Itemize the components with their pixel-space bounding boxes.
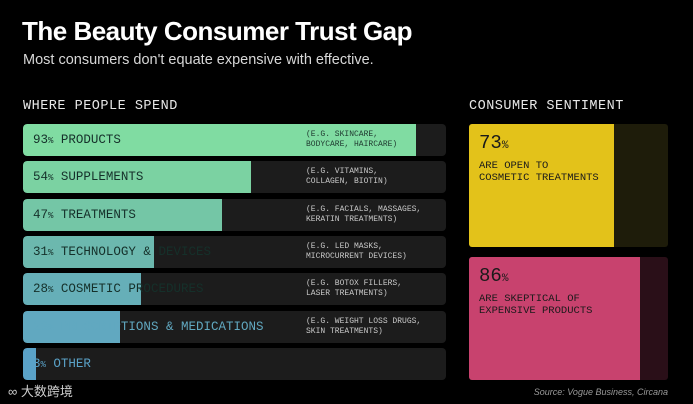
sentiment-section-title: CONSUMER SENTIMENT — [469, 99, 624, 114]
bar-fill — [23, 124, 417, 156]
percent-sign: % — [48, 173, 54, 184]
page-title: The Beauty Consumer Trust Gap — [22, 16, 413, 46]
percent-sign: % — [48, 210, 54, 221]
bar-label: 31% TECHNOLOGY & DEVICES — [33, 245, 211, 260]
bar-label: 54% SUPPLEMENTS — [33, 170, 143, 185]
bar-label: 23% PRESCRIPTIONS & MEDICATIONS — [33, 320, 263, 335]
bar-fill — [23, 198, 222, 231]
bar-row: 54% SUPPLEMENTS (E.G. VITAMINS, COLLAGEN, … — [23, 161, 446, 194]
sentiment-text: ARE OPEN TO COSMETIC TREATMENTS — [479, 160, 599, 184]
bar-value: 54 — [33, 170, 49, 185]
bar-category: TECHNOLOGY & DEVICES — [53, 244, 211, 259]
sentiment-text: ARE SKEPTICAL OF EXPENSIVE PRODUCTS — [479, 293, 593, 317]
bar-category: SUPPLEMENTS — [53, 170, 144, 185]
percent-sign: % — [48, 247, 54, 258]
source-note: Source: Vogue Business, Circana — [533, 387, 668, 397]
bar-value: 3 — [33, 356, 41, 371]
bar-row: 47% TREATMENTS (E.G. FACIALS, MASSAGES, KE… — [23, 198, 446, 231]
percent-sign: % — [40, 359, 46, 370]
bar-category: PRODUCTS — [53, 133, 121, 147]
bar-label: 28% COSMETIC PROCEDURES — [33, 282, 203, 297]
sentiment-card: 73% ARE OPEN TO COSMETIC TREATMENTS — [469, 124, 668, 247]
percent-sign: % — [48, 322, 54, 333]
bar-label: 3% OTHER — [33, 357, 91, 372]
bar-fill — [23, 235, 155, 268]
spend-section-title: WHERE PEOPLE SPEND — [23, 99, 178, 114]
bar-category: OTHER — [45, 356, 91, 371]
bar-fill — [23, 273, 142, 306]
bar-row: 28% COSMETIC PROCEDURES (E.G. BOTOX FILLE… — [23, 273, 446, 306]
bar-example: (E.G. SKINCARE, BODYCARE, HAIRCARE) — [306, 130, 398, 149]
sentiment-value: 73% — [479, 132, 509, 154]
watermark-logo: ∞ 大数跨境 — [8, 384, 73, 399]
sentiment-value: 86% — [479, 265, 509, 287]
bar-example: (E.G. FACIALS, MASSAGES, KERATIN TREATMEN… — [306, 204, 422, 224]
bar-example: (E.G. VITAMINS, COLLAGEN, BIOTIN) — [306, 167, 388, 187]
bar-label: 47% TREATMENTS — [33, 208, 136, 223]
bar-label: 93% PRODUCTS — [33, 133, 121, 148]
bar-value: 28 — [33, 282, 49, 297]
percent-sign: % — [48, 285, 54, 296]
bar-fill — [23, 310, 121, 343]
page-subtitle: Most consumers don't equate expensive wi… — [23, 52, 374, 68]
bar-fill — [23, 347, 36, 380]
bar-example: (E.G. LED MASKS, MICROCURRENT DEVICES) — [306, 241, 407, 261]
sentiment-fill — [469, 257, 641, 380]
bar-fill — [23, 161, 252, 194]
bar-value: 31 — [33, 244, 49, 259]
bar-value: 93 — [33, 133, 49, 147]
bar-row: 3% OTHER — [23, 347, 446, 380]
bar-category: COSMETIC PROCEDURES — [53, 282, 204, 297]
bar-example: (E.G. WEIGHT LOSS DRUGS, SKIN TREATMENTS) — [306, 316, 422, 336]
bar-value: 23 — [33, 319, 49, 334]
bar-category: TREATMENTS — [53, 207, 136, 222]
bar-row: 93% PRODUCTS (E.G. SKINCARE, BODYCARE, HAI… — [23, 124, 446, 156]
watermark-text: 大数跨境 — [20, 384, 73, 399]
percent-sign: % — [48, 136, 54, 146]
bar-value: 47 — [33, 207, 49, 222]
bar-row: 31% TECHNOLOGY & DEVICES (E.G. LED MASKS,… — [23, 235, 446, 268]
bar-row: 23% PRESCRIPTIONS & MEDICATIONS (E.G. WEI… — [23, 310, 446, 343]
bar-example: (E.G. BOTOX FILLERS, LASER TREATMENTS) — [306, 279, 403, 299]
sentiment-fill — [469, 124, 615, 247]
bar-category: PRESCRIPTIONS & MEDICATIONS — [53, 319, 264, 334]
sentiment-card: 86% ARE SKEPTICAL OF EXPENSIVE PRODUCTS — [469, 257, 668, 380]
